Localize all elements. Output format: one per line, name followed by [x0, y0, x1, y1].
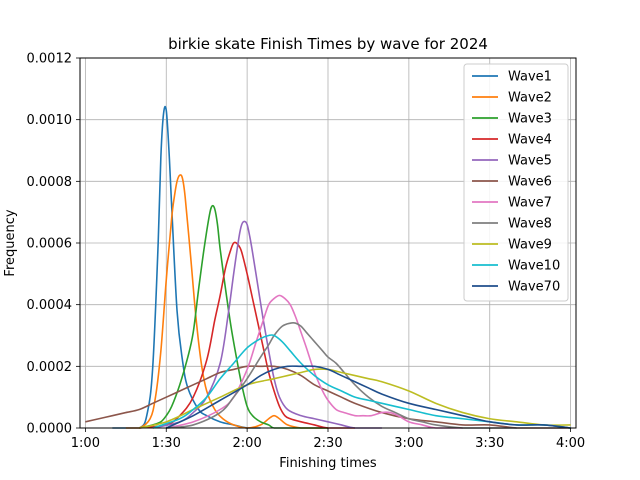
x-tick-label: 2:30: [313, 436, 342, 451]
legend-label: Wave1: [508, 70, 552, 85]
series-line-wave5: [152, 220, 382, 429]
y-tick-label: 0.0010: [27, 113, 73, 128]
legend-label: Wave2: [508, 91, 552, 106]
series-line-wave6: [85, 365, 571, 429]
x-tick-label: 4:00: [556, 436, 585, 451]
series-line-wave7: [166, 294, 463, 429]
legend-label: Wave9: [508, 238, 552, 253]
x-tick-label: 2:00: [233, 436, 262, 451]
series-line-wave4: [139, 241, 355, 429]
series-line-wave1: [112, 105, 261, 429]
series-line-wave10: [152, 334, 571, 429]
x-axis-label: Finishing times: [279, 456, 377, 471]
x-tick-label: 3:00: [394, 436, 423, 451]
series-group: [85, 105, 571, 429]
series-line-wave70: [165, 365, 571, 429]
y-tick-label: 0.0000: [27, 422, 73, 437]
legend-label: Wave8: [508, 217, 552, 232]
series-line-wave2: [125, 174, 328, 429]
y-tick-label: 0.0006: [27, 237, 73, 252]
legend-label: Wave3: [508, 112, 552, 127]
y-axis-label: Frequency: [3, 209, 18, 276]
y-tick-label: 0.0012: [27, 52, 73, 67]
legend-label: Wave4: [508, 133, 552, 148]
chart-title: birkie skate Finish Times by wave for 20…: [168, 35, 488, 53]
y-tick-label: 0.0004: [27, 298, 73, 313]
legend-box: [463, 63, 569, 302]
legend: Wave1 Wave2 Wave3 Wave4 Wave5 Wave6 Wave7 Wave8…: [463, 63, 569, 302]
legend-label: Wave6: [508, 175, 552, 190]
series-line-wave3: [139, 204, 328, 429]
x-tick-label: 3:30: [475, 436, 504, 451]
y-axis: 0.0000 0.0002 0.0004 0.0006 0.0008 0.0010 0.00…: [27, 52, 80, 437]
legend-label: Wave70: [508, 280, 560, 295]
x-tick-label: 1:30: [152, 436, 181, 451]
x-axis: 1:00 1:30 2:00 2:30 3:00 3:30 4:00: [71, 428, 585, 451]
legend-label: Wave10: [508, 259, 560, 274]
legend-label: Wave5: [508, 154, 552, 169]
x-tick-label: 1:00: [71, 436, 100, 451]
legend-label: Wave7: [508, 196, 552, 211]
series-line-wave8: [166, 321, 517, 429]
y-tick-label: 0.0008: [27, 175, 73, 190]
y-tick-label: 0.0002: [27, 360, 73, 375]
series-line-wave9: [139, 368, 571, 429]
